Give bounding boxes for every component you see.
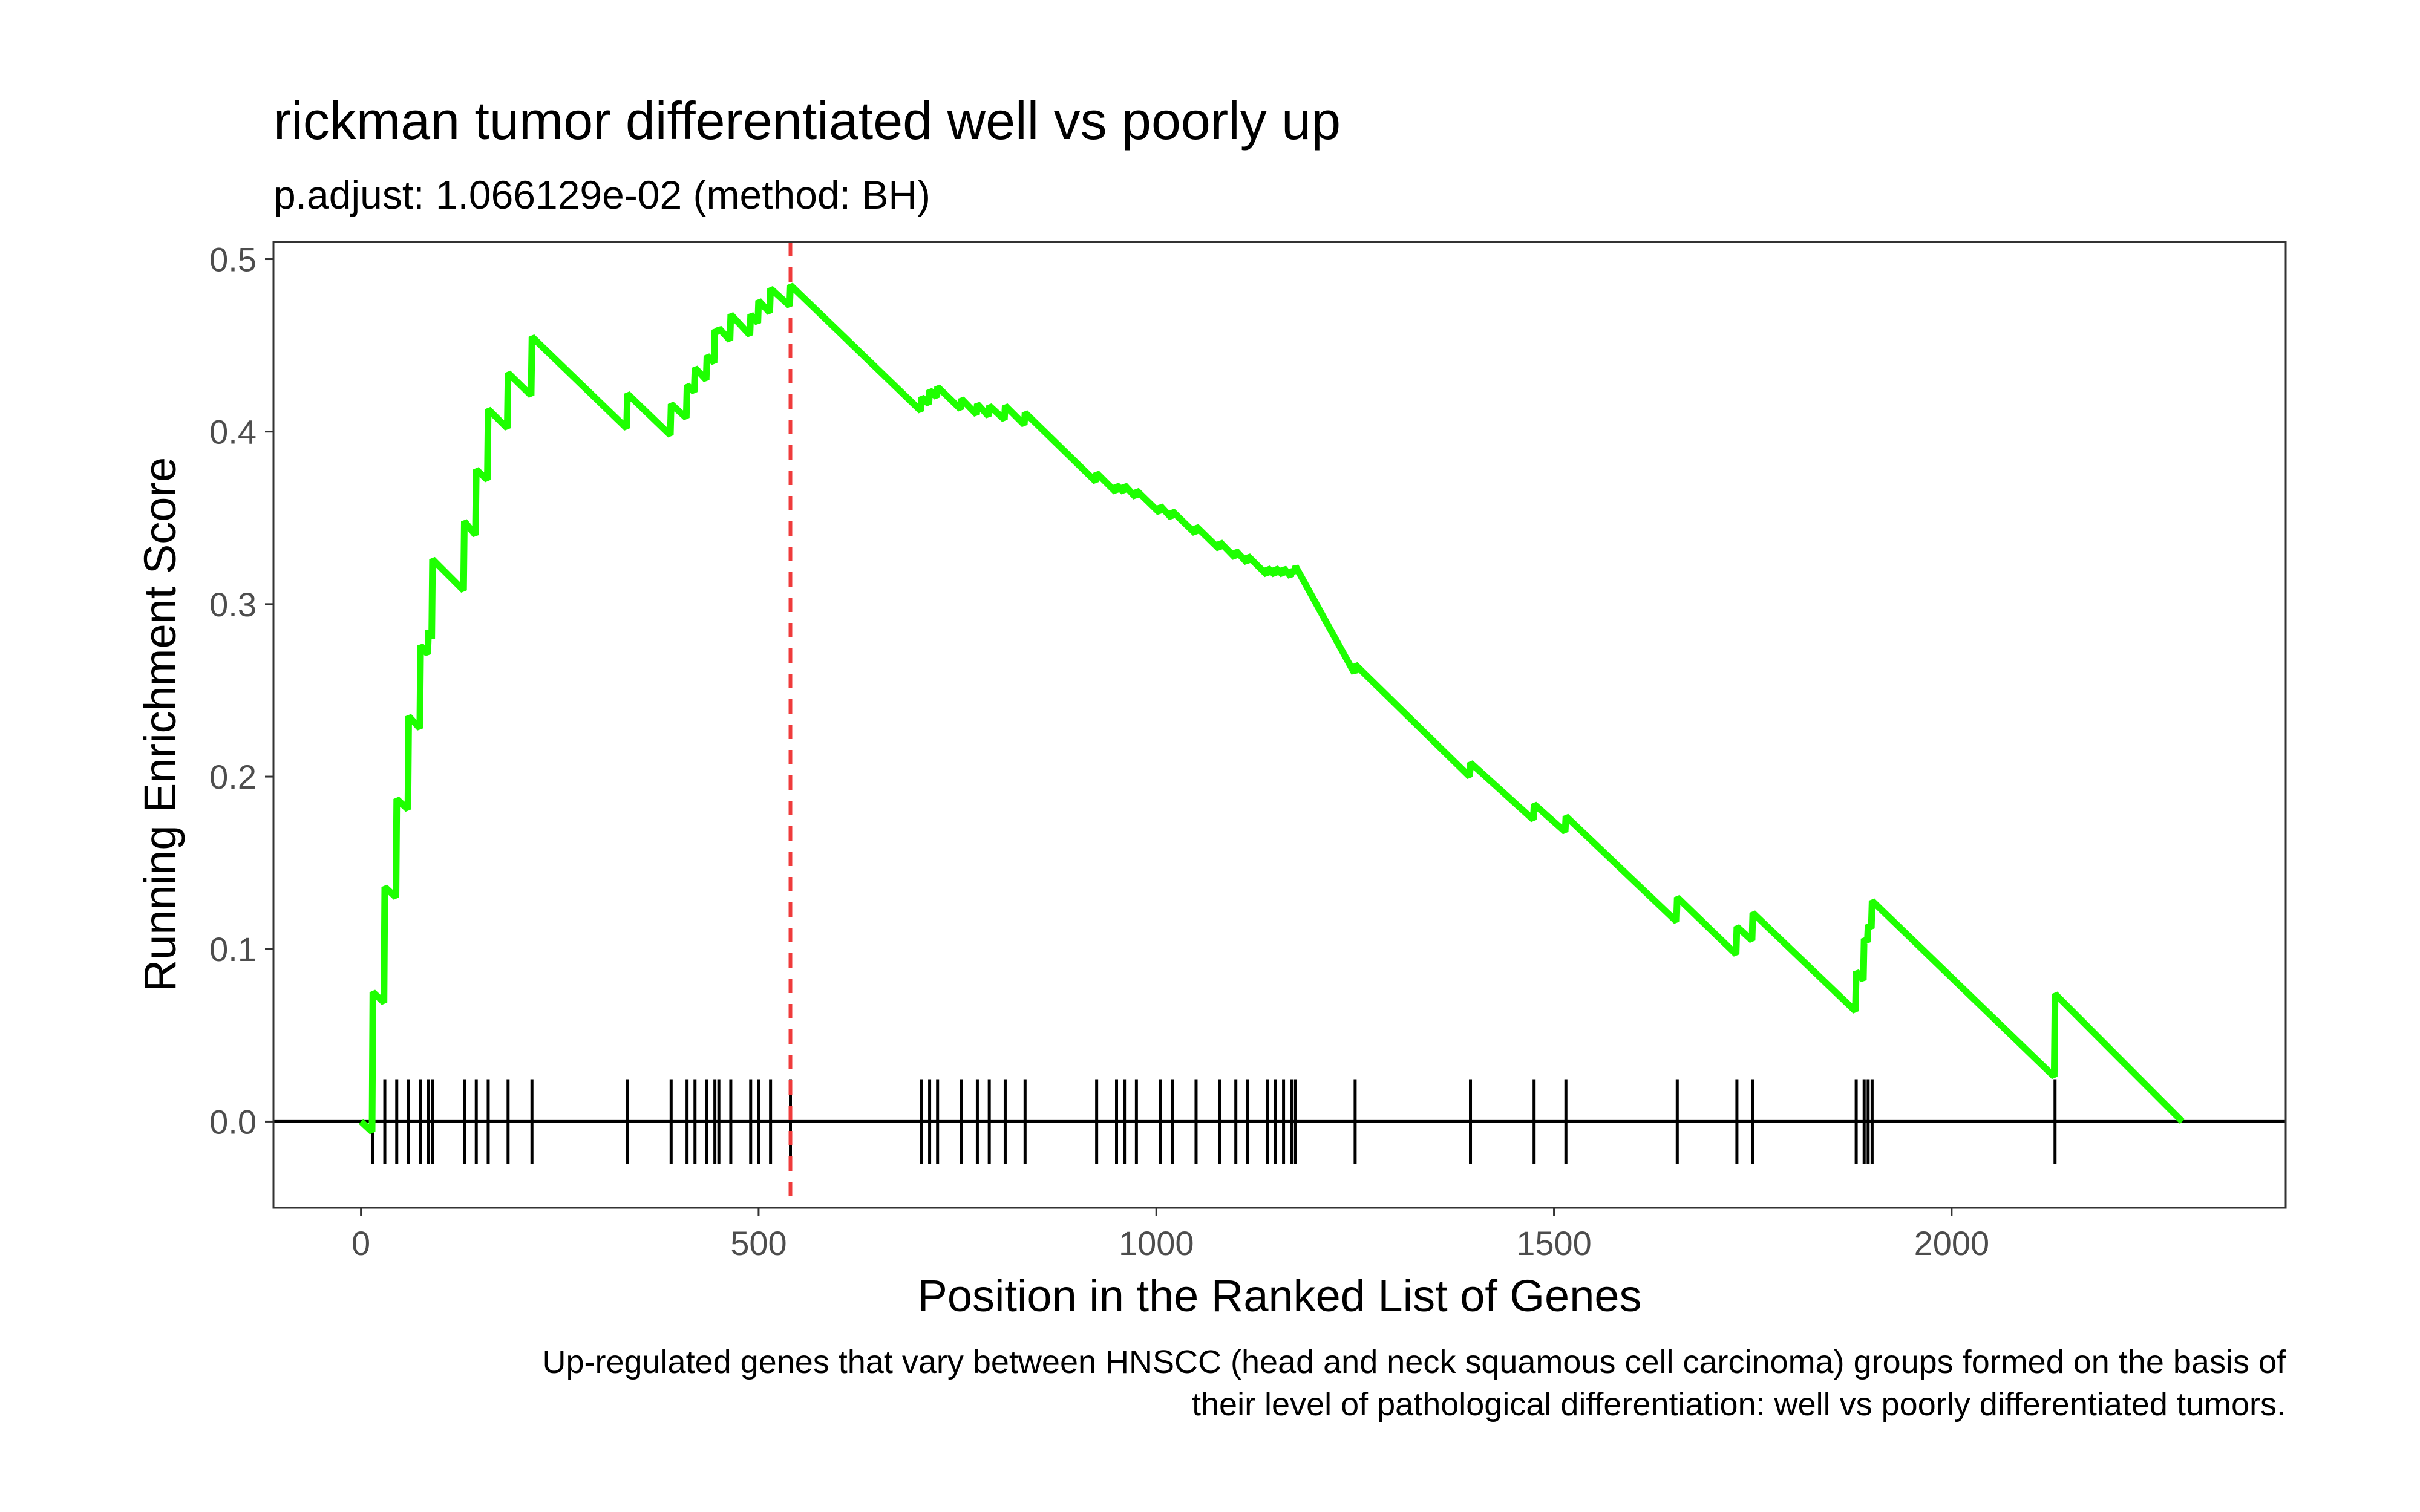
y-tick-label: 0.4	[209, 413, 257, 451]
x-axis-title: Position in the Ranked List of Genes	[917, 1271, 1641, 1321]
chart-subtitle: p.adjust: 1.066129e-02 (method: BH)	[273, 172, 930, 217]
y-tick-label: 0.2	[209, 758, 257, 796]
caption-line-1: Up-regulated genes that vary between HNS…	[542, 1344, 2286, 1380]
x-tick-label: 2000	[1914, 1224, 1990, 1262]
y-tick-label: 0.5	[209, 241, 257, 279]
x-tick-label: 500	[730, 1224, 786, 1262]
plot-area	[273, 242, 2286, 1208]
chart-title: rickman tumor differentiated well vs poo…	[273, 91, 1341, 151]
running-es-line	[358, 282, 2185, 1135]
x-axis: 0 500 1000 1500 2000	[352, 1208, 1989, 1262]
y-axis-title: Running Enrichment Score	[135, 457, 185, 992]
x-tick-label: 0	[352, 1224, 370, 1262]
x-tick-label: 1000	[1119, 1224, 1194, 1262]
y-tick-label: 0.3	[209, 585, 257, 624]
y-tick-label: 0.0	[209, 1103, 257, 1141]
x-tick-label: 1500	[1516, 1224, 1592, 1262]
caption-line-2: their level of pathological differentiat…	[1192, 1386, 2286, 1422]
y-axis: 0.0 0.1 0.2 0.3 0.4 0.5	[209, 241, 273, 1141]
y-tick-label: 0.1	[209, 930, 257, 968]
panel-border	[272, 241, 2287, 1209]
